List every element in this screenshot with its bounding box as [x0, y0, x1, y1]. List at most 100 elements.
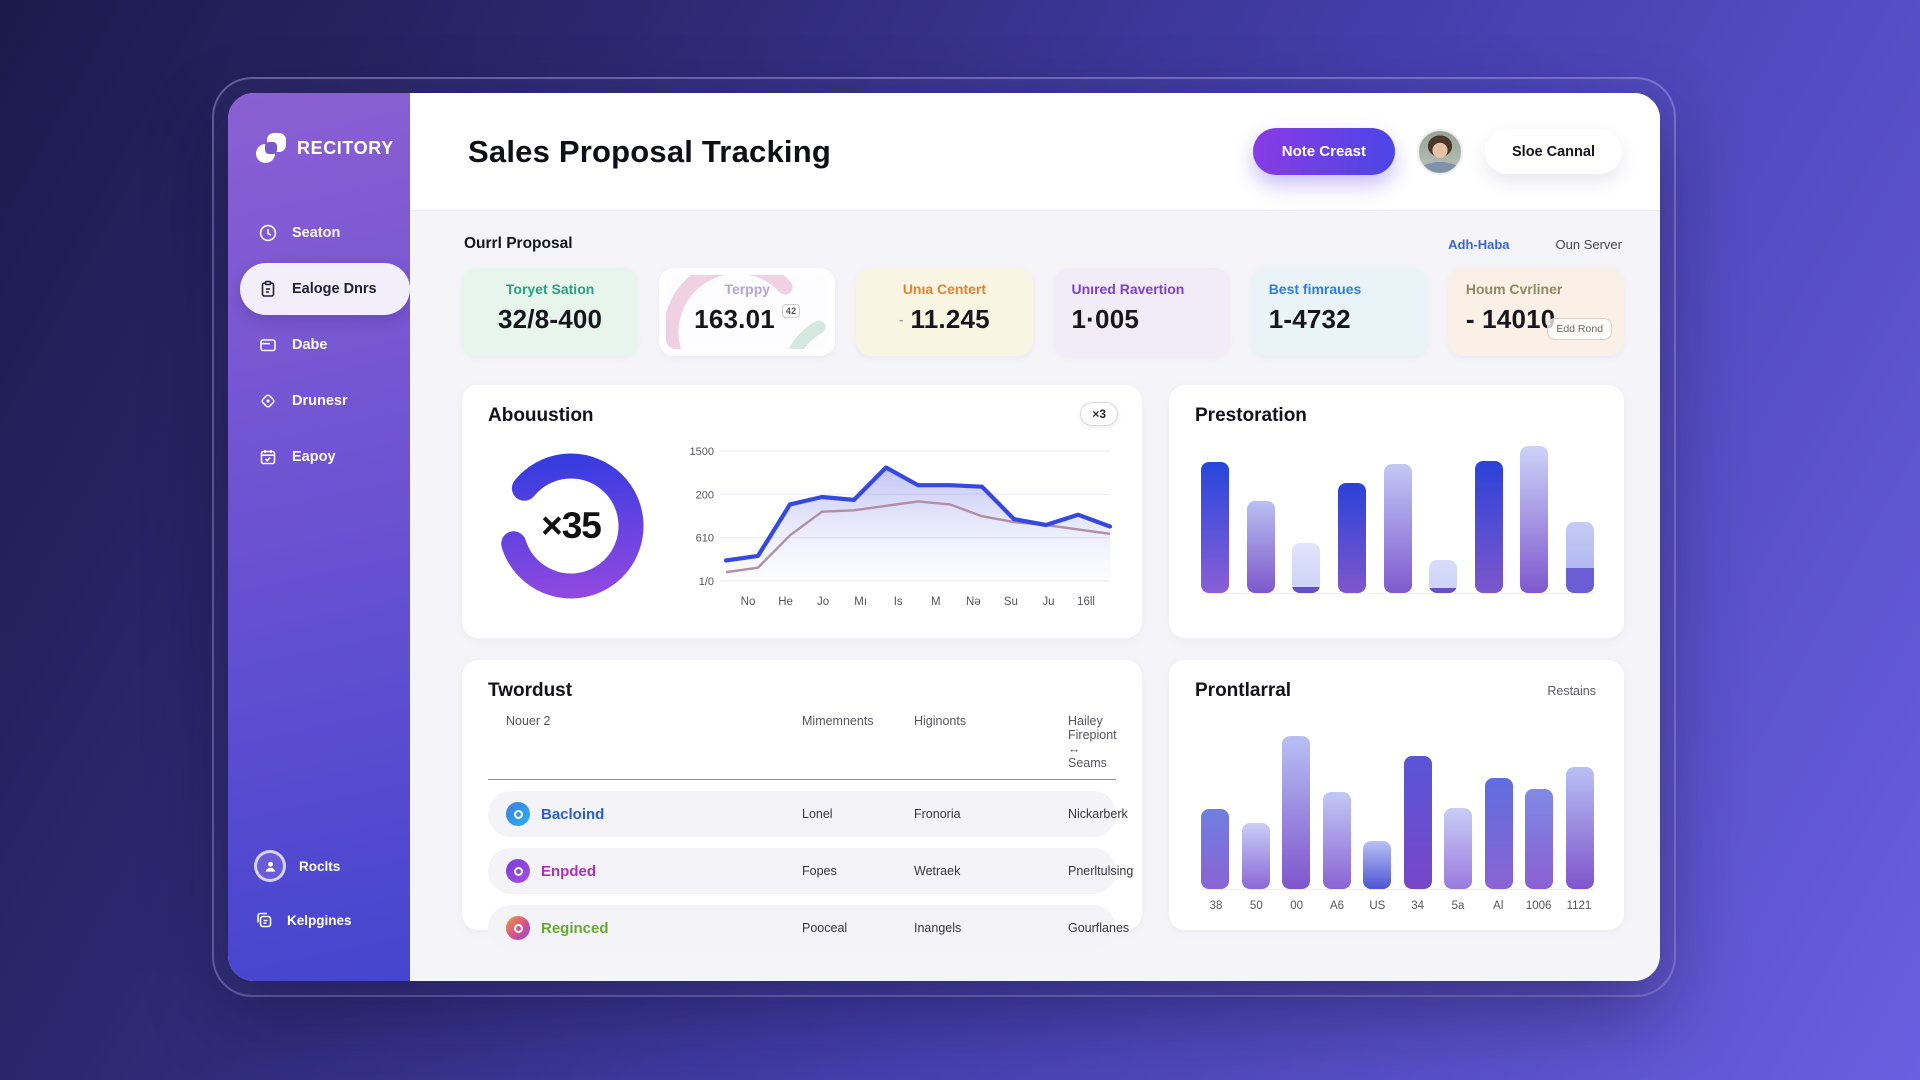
page-header: Sales Proposal Tracking Note Creast Sloe…: [410, 93, 1660, 211]
stat-value: - 14010: [1465, 304, 1556, 334]
stat-cards-row: Toryet Sation 32/8-400 Terppy: [462, 268, 1625, 356]
sidebar-item-eapoy[interactable]: Eapoy: [228, 431, 410, 483]
user-avatar[interactable]: [1417, 128, 1463, 175]
table-row[interactable]: Enpded Fopes Wetraek Pnerltulsing: [488, 848, 1133, 894]
main-area: Sales Proposal Tracking Note Creast Sloe…: [410, 93, 1660, 981]
stat-value: - 11.245: [899, 304, 990, 334]
overview-section-header: Ourrl Proposal Adh-Haba Oun Server: [464, 235, 1622, 253]
table-cell: Lonel: [802, 807, 833, 821]
purple-circle-icon: [506, 859, 530, 883]
sloe-cannal-button[interactable]: Sloe Cannal: [1485, 129, 1622, 174]
svg-text:1500: 1500: [690, 446, 714, 458]
column-header: Mimemnents: [802, 714, 874, 728]
svg-text:1/0: 1/0: [699, 576, 714, 588]
sidebar-item-label: Seaton: [292, 225, 341, 241]
svg-text:16ll: 16ll: [1077, 596, 1095, 608]
copy-icon: [257, 912, 272, 928]
prontlarral-card: Prontlarral Restains 38 50 00 A6 US 34 5a Al 100…: [1169, 660, 1624, 930]
bar-label: 38: [1209, 900, 1223, 912]
bar: [1383, 464, 1412, 593]
x3-badge[interactable]: ×3: [1080, 402, 1118, 426]
svg-text:Jo: Jo: [817, 596, 829, 608]
stat-value: 1·005: [1071, 304, 1140, 334]
bar: [1363, 841, 1392, 889]
sidebar-item-seaton[interactable]: Seaton: [228, 207, 410, 259]
bar: [1241, 823, 1270, 889]
table-header: Nouer 2 Mimemnents Higinonts Hailey Fire…: [488, 714, 1117, 780]
donut-chart: ×35: [492, 447, 650, 605]
stat-value: 1-4732: [1268, 304, 1351, 334]
twordust-table: Nouer 2 Mimemnents Higinonts Hailey Fire…: [488, 714, 1133, 951]
sidebar-item-label: Kelpgines: [287, 912, 352, 928]
sidebar-item-ealoge-dnrs[interactable]: Ealoge Dnrs: [240, 263, 410, 315]
bar: [1322, 792, 1351, 889]
edd-rond-button[interactable]: Edd Rond: [1547, 318, 1613, 340]
svg-text:He: He: [778, 596, 793, 608]
stat-label: Unıa Centert: [902, 281, 987, 297]
restains-label: Restains: [1547, 684, 1596, 698]
sidebar-footer: Roclts Kelpgines: [228, 839, 410, 947]
bar-label: Al: [1493, 900, 1504, 912]
sidebar-item-drunesr[interactable]: Drunesr: [228, 375, 410, 427]
adh-haba-link[interactable]: Adh-Haba: [1448, 236, 1510, 252]
prestoration-card: Prestoration: [1169, 385, 1624, 638]
table-row[interactable]: Bacloind Lonel Fronoria Nickarberk: [488, 791, 1128, 837]
note-creast-button[interactable]: Note Creast: [1252, 128, 1395, 175]
sidebar-item-label: Drunesr: [292, 393, 348, 409]
table-cell: Pooceal: [802, 921, 848, 935]
stat-label: Unıred Ravertion: [1071, 281, 1185, 297]
page-title: Sales Proposal Tracking: [468, 133, 831, 169]
sidebar-item-kelpgines[interactable]: Kelpgines: [228, 893, 410, 947]
column-header: Higinonts: [914, 714, 967, 728]
sidebar-item-dabe[interactable]: Dabe: [228, 319, 410, 371]
clipboard-icon: [261, 280, 275, 297]
dashboard-content: Ourrl Proposal Adh-Haba Oun Server Torye…: [410, 211, 1660, 981]
logo-icon: [256, 133, 286, 163]
prontlarral-bar-chart: [1201, 734, 1594, 890]
row-name: Reginced: [541, 919, 609, 937]
table-row[interactable]: Reginced Pooceal Inangels Gourflanes: [488, 905, 1129, 951]
donut-value: ×35: [541, 505, 602, 546]
bar: [1201, 462, 1229, 593]
bar-label: A6: [1329, 900, 1345, 912]
bar: [1201, 809, 1229, 889]
svg-text:Su: Su: [1004, 596, 1018, 608]
bar: [1292, 543, 1321, 593]
charts-row-1: Abouustion ×3 ×35: [462, 385, 1624, 638]
svg-text:Mı: Mı: [854, 596, 867, 608]
bar: [1484, 778, 1513, 889]
stat-sup-badge: 42: [781, 303, 801, 318]
svg-text:610: 610: [696, 533, 714, 545]
bar-label: 50: [1249, 900, 1263, 912]
stat-label: Toryet Sation: [505, 281, 595, 297]
stat-label: Houm Cvrliner: [1465, 281, 1563, 297]
svg-text:200: 200: [696, 489, 714, 501]
header-actions: Note Creast Sloe Cannal: [1252, 128, 1622, 175]
bar: [1282, 736, 1311, 889]
bar: [1566, 522, 1594, 593]
bar-label: US: [1369, 900, 1386, 912]
card-title: Twordust: [488, 680, 573, 701]
oun-server-link[interactable]: Oun Server: [1555, 236, 1622, 252]
stat-card-toryet-sation: Toryet Sation 32/8-400: [462, 268, 639, 356]
row-name: Enpded: [541, 862, 596, 880]
twordust-card: Twordust Nouer 2 Mimemnents Higinonts Ha…: [462, 660, 1142, 951]
table-cell: Fopes: [802, 864, 837, 878]
row-name: Bacloind: [541, 805, 605, 823]
bar: [1444, 808, 1473, 889]
app-window: RECITORY Seaton Ealoge Dnrs Dabe Drune: [228, 93, 1660, 981]
compass-icon: [261, 394, 275, 408]
calendar-icon: [260, 450, 276, 465]
gauge-graphic: [666, 275, 829, 349]
card-title: Prestoration: [1195, 405, 1307, 426]
app-logo: RECITORY: [256, 133, 410, 163]
stat-prefix: -: [899, 312, 904, 327]
bar-label: 00: [1290, 900, 1304, 912]
svg-text:Nə: Nə: [966, 596, 981, 608]
stat-card-best-fimraues: Best fimraues 1-4732: [1250, 268, 1427, 356]
bar: [1246, 501, 1275, 593]
sidebar-item-roclts[interactable]: Roclts: [228, 839, 410, 893]
sidebar-nav: Seaton Ealoge Dnrs Dabe Drunesr Eapoy: [228, 207, 410, 487]
bar: [1337, 483, 1366, 593]
line-chart: 1500 200 610 1/0 No He Jo Mı Is M Nə Su Ju 16ll: [690, 446, 1113, 608]
